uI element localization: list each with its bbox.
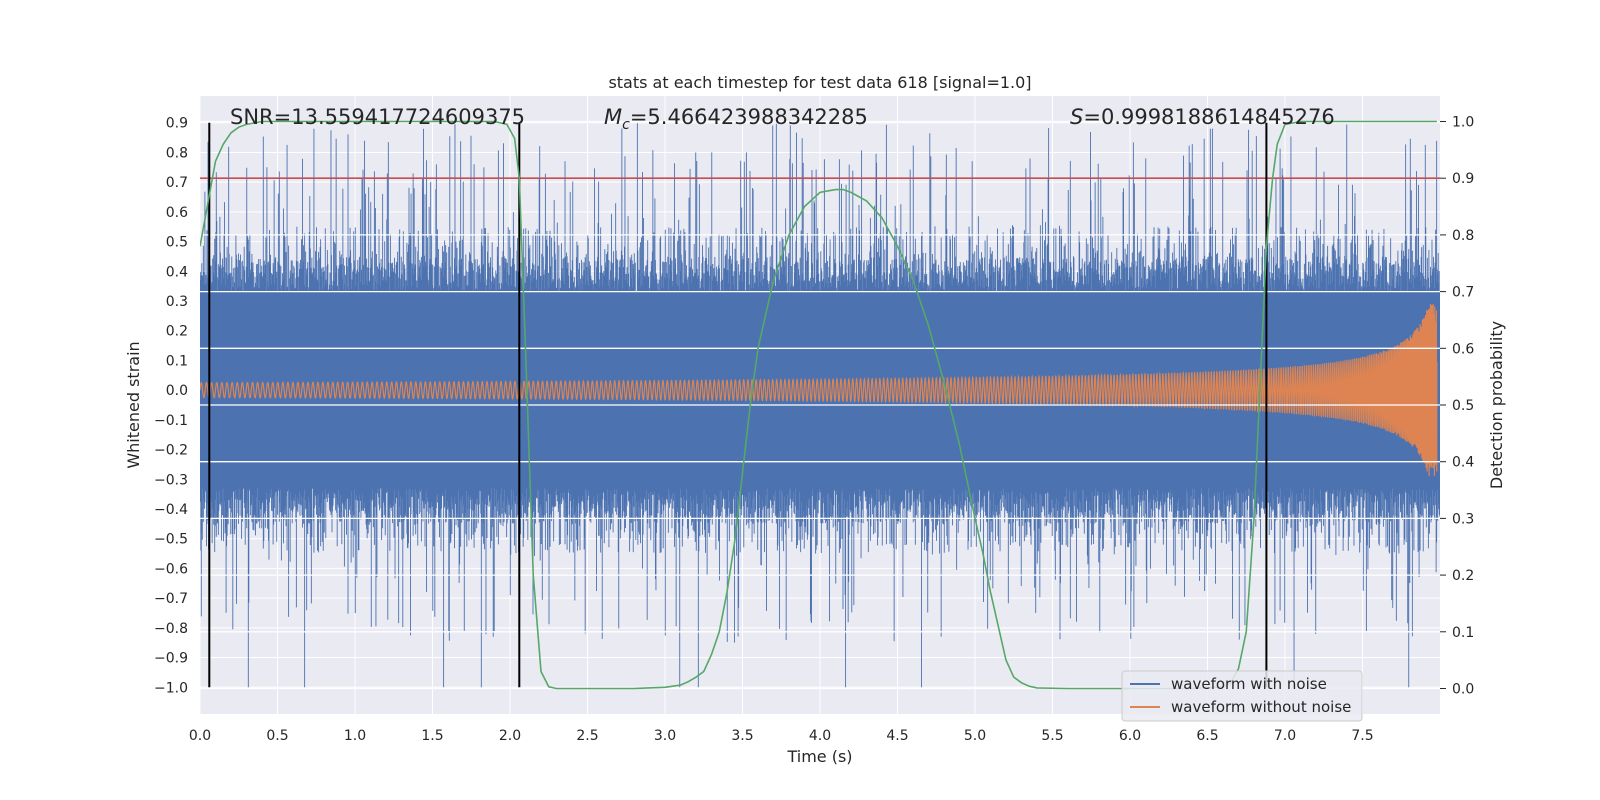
- right-tick-label: 0.4: [1452, 455, 1474, 471]
- left-tick-label: −1.0: [154, 680, 188, 696]
- left-tick-label: −0.1: [154, 413, 188, 429]
- x-tick-label: 1.0: [344, 728, 366, 744]
- left-tick-label: 0.9: [166, 116, 188, 132]
- right-axis-label: Detection probability: [1487, 321, 1506, 489]
- left-tick-label: 0.3: [166, 294, 188, 310]
- score-annotation: S=0.9998188614845276: [1070, 105, 1335, 129]
- left-tick-label: −0.4: [154, 502, 188, 518]
- legend: waveform with noise waveform without noi…: [1121, 670, 1363, 722]
- chirp-mass-subscript: c: [622, 117, 630, 133]
- x-axis-label: Time (s): [786, 747, 852, 766]
- left-tick-label: −0.5: [154, 532, 188, 548]
- right-tick-label: 0.3: [1452, 511, 1474, 527]
- x-axis-ticks: 0.0 0.5 1.0 1.5 2.0 2.5 3.0 3.5 4.0 4.5 5.0 5.5 6.0 6…: [189, 728, 1374, 744]
- x-tick-label: 3.5: [731, 728, 753, 744]
- chirp-mass-value: =5.466423988342285: [630, 105, 868, 129]
- right-tick-label: 0.0: [1452, 681, 1474, 697]
- snr-annotation: SNR=13.559417724609375: [230, 105, 525, 129]
- left-tick-label: −0.6: [154, 561, 188, 577]
- score-value: =0.9998188614845276: [1083, 105, 1334, 129]
- x-tick-label: 5.0: [964, 728, 986, 744]
- x-tick-label: 4.5: [886, 728, 908, 744]
- x-tick-label: 2.5: [576, 728, 598, 744]
- left-tick-label: −0.2: [154, 443, 188, 459]
- x-tick-label: 4.0: [809, 728, 831, 744]
- legend-label-noisy: waveform with noise: [1171, 675, 1327, 693]
- left-tick-label: −0.3: [154, 472, 188, 488]
- left-axis-ticks: 0.9 0.8 0.7 0.6 0.5 0.4 0.3 0.2 0.1 0.0 −0.1 −0.2 −0…: [154, 116, 188, 697]
- chart-title: stats at each timestep for test data 618…: [608, 73, 1031, 92]
- chirp-mass-annotation: Mc=5.466423988342285: [604, 105, 868, 133]
- x-tick-label: 0.0: [189, 728, 211, 744]
- left-axis-label: Whitened strain: [124, 341, 143, 468]
- left-tick-label: 0.5: [166, 235, 188, 251]
- clean-waveform-line: [200, 303, 1438, 477]
- x-tick-label: 1.5: [421, 728, 443, 744]
- right-tick-label: 0.8: [1452, 228, 1474, 244]
- x-tick-label: 6.0: [1119, 728, 1141, 744]
- right-tick-label: 0.1: [1452, 625, 1474, 641]
- left-tick-label: −0.8: [154, 621, 188, 637]
- right-tick-label: 1.0: [1452, 115, 1474, 131]
- left-tick-label: 0.7: [166, 175, 188, 191]
- x-tick-label: 0.5: [266, 728, 288, 744]
- left-tick-label: 0.2: [166, 324, 188, 340]
- left-tick-label: 0.6: [166, 205, 188, 221]
- x-tick-label: 7.0: [1274, 728, 1296, 744]
- x-tick-label: 7.5: [1351, 728, 1373, 744]
- right-tick-label: 0.6: [1452, 341, 1474, 357]
- right-tick-label: 0.7: [1452, 285, 1474, 301]
- left-tick-label: 0.0: [166, 383, 188, 399]
- legend-box: [1121, 670, 1363, 722]
- right-tick-label: 0.5: [1452, 398, 1474, 414]
- x-tick-label: 2.0: [499, 728, 521, 744]
- x-tick-label: 6.5: [1196, 728, 1218, 744]
- chirp-mass-symbol: M: [604, 105, 622, 129]
- left-tick-label: −0.9: [154, 651, 188, 667]
- left-tick-label: 0.8: [166, 145, 188, 161]
- x-tick-label: 3.0: [654, 728, 676, 744]
- legend-label-clean: waveform without noise: [1171, 698, 1351, 716]
- left-tick-label: 0.4: [166, 264, 188, 280]
- score-symbol: S: [1070, 105, 1083, 129]
- x-tick-label: 5.5: [1041, 728, 1063, 744]
- vertical-markers: [208, 122, 1268, 688]
- right-tick-label: 0.9: [1452, 171, 1474, 187]
- left-tick-label: −0.7: [154, 591, 188, 607]
- right-tick-label: 0.2: [1452, 568, 1474, 584]
- left-tick-label: 0.1: [166, 353, 188, 369]
- clean-waveform-series: [200, 303, 1438, 477]
- right-axis-ticks: 1.0 0.9 0.8 0.7 0.6 0.5 0.4 0.3 0.2 0.1 0.0: [1440, 115, 1474, 697]
